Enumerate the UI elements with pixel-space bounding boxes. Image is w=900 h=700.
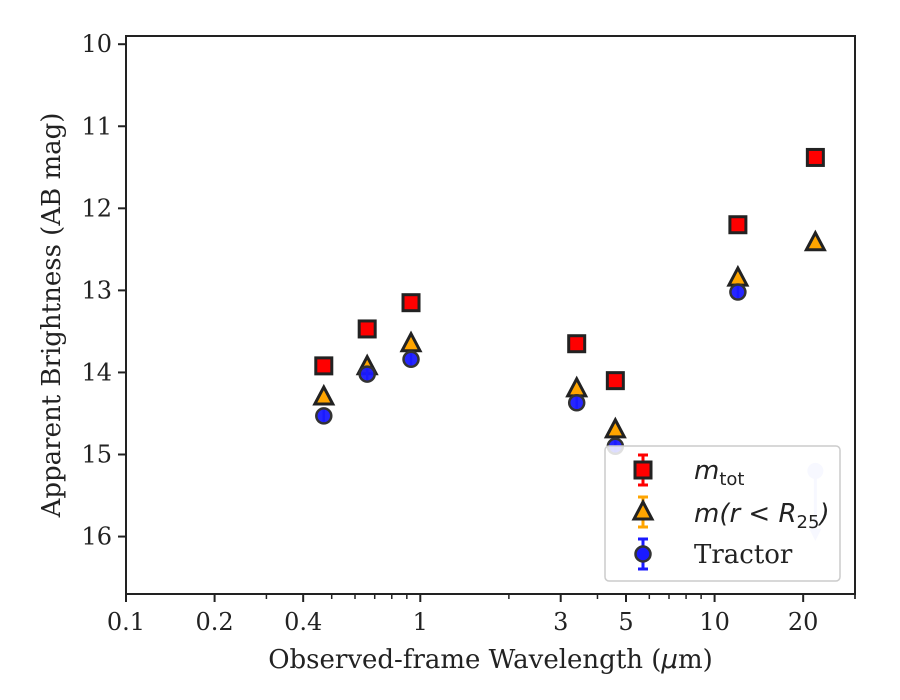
point-square	[401, 293, 421, 313]
legend-label-tractor: Tractor	[694, 540, 793, 570]
point-circle	[358, 365, 376, 383]
x-tick-label: 20	[788, 608, 819, 636]
legend: mtot m(r < R25) Tractor	[604, 445, 841, 582]
y-axis-label: Apparent Brightness (AB mag)	[37, 113, 67, 519]
point-circle	[315, 407, 333, 425]
point-triangle-triangle	[312, 383, 336, 406]
x-axis-label-mu: μ	[660, 645, 678, 675]
x-axis-label-post: m)	[678, 645, 713, 675]
point-circle	[402, 350, 420, 369]
legend-label-mr25-end: )	[817, 499, 829, 529]
point-circle-circle	[358, 365, 376, 383]
legend-triangle	[631, 498, 655, 521]
point-square-square	[314, 356, 334, 376]
point-square	[805, 147, 825, 167]
point-circle	[567, 394, 586, 412]
y-tick-label: 12	[81, 194, 112, 222]
x-axis-label-pre: Observed-frame Wavelength (	[268, 645, 661, 675]
point-triangle	[565, 375, 589, 398]
point-triangle	[726, 264, 750, 287]
x-tick-label: 3	[553, 608, 568, 636]
point-triangle-triangle	[565, 375, 589, 398]
point-square-square	[357, 319, 377, 339]
legend-marker-triangle	[631, 495, 655, 529]
x-tick-label: 0.4	[284, 608, 322, 636]
x-tick-label: 0.2	[196, 608, 234, 636]
point-triangle	[399, 330, 423, 353]
x-tick-label: 0.1	[107, 608, 145, 636]
legend-label-mtot-main: m	[694, 456, 719, 486]
plot-frame	[125, 35, 856, 595]
legend-label-mr25-main: m(r < R	[694, 499, 797, 529]
legend-label-mtot-sub: tot	[719, 469, 744, 490]
point-square-square	[605, 371, 625, 391]
point-triangle	[603, 416, 627, 439]
legend-circle	[634, 545, 652, 563]
point-square	[357, 319, 377, 339]
y-tick-label: 15	[81, 441, 112, 469]
point-square-square	[567, 334, 587, 354]
point-triangle	[803, 229, 827, 252]
point-triangle	[312, 383, 336, 406]
y-tick-label: 11	[81, 112, 112, 140]
legend-label-mtot: mtot	[694, 456, 744, 490]
x-axis-label: Observed-frame Wavelength (μm)	[268, 645, 713, 675]
x-tick-label: 10	[699, 608, 730, 636]
point-circle-circle	[402, 350, 420, 369]
point-square-square	[805, 147, 825, 167]
point-circle-circle	[729, 283, 747, 301]
point-square	[605, 371, 625, 391]
legend-marker-square	[633, 453, 653, 487]
point-triangle-triangle	[803, 229, 827, 252]
x-tick-label: 1	[413, 608, 428, 636]
x-tick-label: 5	[618, 608, 633, 636]
y-tick-label: 14	[81, 358, 112, 386]
point-square-square	[401, 293, 421, 313]
point-square	[314, 356, 334, 376]
point-circle	[729, 283, 747, 301]
point-triangle-triangle	[726, 264, 750, 287]
legend-box	[604, 445, 841, 582]
point-circle-circle	[567, 394, 586, 412]
legend-label-mr25: m(r < R25)	[694, 499, 830, 533]
y-tick-label: 13	[81, 276, 112, 304]
point-triangle-triangle	[603, 416, 627, 439]
point-square-square	[728, 215, 748, 235]
point-square	[728, 215, 748, 235]
point-circle-circle	[315, 407, 333, 425]
y-tick-label: 16	[81, 523, 112, 551]
legend-marker-circle	[634, 537, 652, 571]
point-triangle-triangle	[399, 330, 423, 353]
y-tick-label: 10	[81, 30, 112, 58]
legend-label-mr25-sub: 25	[797, 512, 820, 533]
legend-square	[633, 460, 653, 480]
point-square	[567, 334, 587, 354]
